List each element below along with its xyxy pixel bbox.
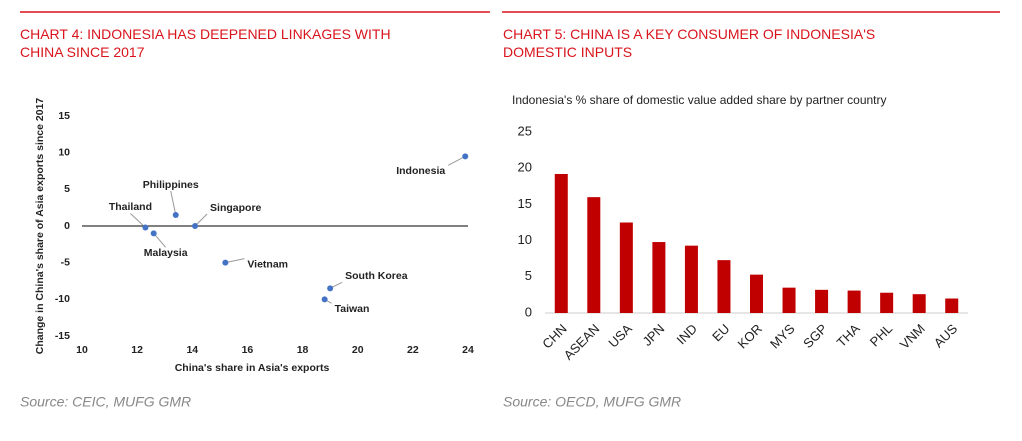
bar bbox=[847, 290, 861, 313]
y-tick-label: 20 bbox=[518, 160, 532, 175]
point-label: Malaysia bbox=[144, 247, 188, 259]
source: Source: OECD, MUFG GMR bbox=[503, 394, 681, 410]
x-tick-label: 18 bbox=[297, 344, 309, 356]
bar bbox=[880, 292, 894, 313]
y-tick-label: 25 bbox=[518, 123, 532, 138]
x-tick-label: 24 bbox=[462, 344, 474, 356]
chart-title: CHART 4: INDONESIA HAS DEEPENED LINKAGES… bbox=[20, 26, 391, 60]
x-tick-label: 10 bbox=[76, 344, 88, 356]
point bbox=[150, 230, 157, 237]
leader-line bbox=[170, 190, 177, 216]
leader-line bbox=[448, 155, 466, 166]
y-tick-label: 5 bbox=[64, 183, 70, 195]
point bbox=[172, 212, 179, 218]
point-label: Philippines bbox=[143, 179, 199, 191]
point bbox=[321, 296, 328, 303]
y-tick-label: 15 bbox=[518, 196, 532, 211]
bar bbox=[652, 242, 666, 313]
point bbox=[222, 259, 229, 266]
leader-line bbox=[225, 258, 245, 264]
y-tick-label: 0 bbox=[64, 220, 70, 232]
bar bbox=[619, 222, 633, 313]
point-label: Thailand bbox=[109, 201, 152, 213]
point-label: Indonesia bbox=[396, 165, 445, 177]
subtitle: Indonesia's % share of domestic value ad… bbox=[512, 93, 887, 107]
y-tick-label: 10 bbox=[58, 146, 70, 158]
x-axis-label: China's share in Asia's exports bbox=[175, 362, 330, 374]
leader-line bbox=[130, 213, 146, 228]
y-tick-label: -15 bbox=[55, 330, 70, 342]
bar bbox=[945, 298, 959, 313]
point bbox=[142, 224, 149, 231]
point-label: Taiwan bbox=[335, 303, 370, 315]
y-tick-label: 10 bbox=[518, 232, 532, 247]
point-label: Singapore bbox=[210, 202, 262, 214]
point bbox=[327, 285, 334, 292]
bar bbox=[717, 260, 731, 313]
point-label: Vietnam bbox=[247, 258, 288, 270]
bar bbox=[587, 197, 601, 313]
bar bbox=[750, 274, 763, 313]
point bbox=[462, 153, 469, 160]
source: Source: CEIC, MUFG GMR bbox=[20, 394, 191, 410]
bar bbox=[782, 287, 796, 313]
y-axis-label: Change in China's share of Asia exports … bbox=[34, 98, 46, 355]
y-tick-label: 15 bbox=[58, 110, 70, 122]
chart-title: CHART 5: CHINA IS A KEY CONSUMER OF INDO… bbox=[503, 26, 875, 60]
y-tick-label: -10 bbox=[55, 293, 70, 305]
x-tick-label: 20 bbox=[352, 344, 364, 356]
bar bbox=[554, 173, 568, 313]
bar bbox=[912, 294, 926, 313]
x-tick-label: 12 bbox=[131, 344, 143, 356]
point bbox=[192, 223, 199, 229]
y-tick-label: 5 bbox=[525, 268, 532, 283]
x-tick-label: 22 bbox=[407, 344, 419, 356]
bar bbox=[815, 289, 829, 313]
bar bbox=[684, 245, 698, 313]
point-label: South Korea bbox=[345, 270, 408, 282]
y-tick-label: 0 bbox=[525, 304, 532, 319]
x-tick-label: 14 bbox=[186, 344, 198, 356]
y-tick-label: -5 bbox=[61, 256, 70, 268]
x-tick-label: 16 bbox=[242, 344, 254, 356]
leader-line bbox=[153, 233, 167, 248]
